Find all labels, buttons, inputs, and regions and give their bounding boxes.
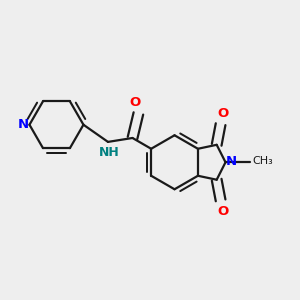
Text: NH: NH	[99, 146, 119, 159]
Text: O: O	[217, 107, 228, 120]
Text: N: N	[226, 155, 237, 168]
Text: N: N	[18, 118, 29, 131]
Text: O: O	[130, 96, 141, 109]
Text: O: O	[217, 205, 228, 218]
Text: CH₃: CH₃	[252, 156, 273, 166]
